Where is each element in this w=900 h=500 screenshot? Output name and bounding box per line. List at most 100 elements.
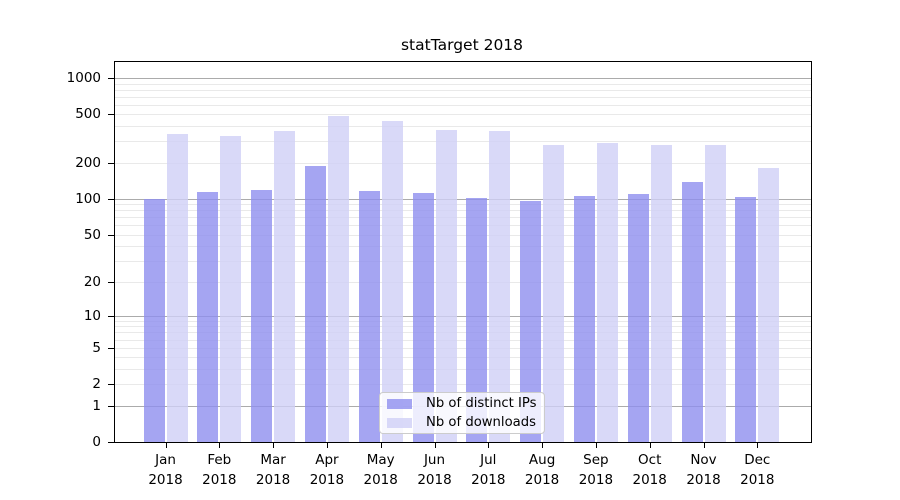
minor-gridline <box>115 141 811 143</box>
bar-nb-of-distinct-ips-jan <box>143 198 165 442</box>
y-tick <box>108 347 114 349</box>
y-tick-label: 2 <box>92 376 101 393</box>
legend-row-downloads: Nb of downloads <box>387 415 544 431</box>
x-tick <box>595 443 597 448</box>
minor-gridline <box>115 204 811 206</box>
x-tick-label-nov: Nov 2018 <box>686 452 721 488</box>
legend-label-distinct-ips: Nb of distinct IPs <box>426 395 537 411</box>
bar-nb-of-downloads-sep <box>596 143 618 442</box>
x-tick-label-sep: Sep 2018 <box>578 452 614 488</box>
y-tick <box>108 234 114 236</box>
y-tick-label: 20 <box>83 273 101 290</box>
x-tick <box>488 443 490 448</box>
bar-nb-of-distinct-ips-aug <box>520 200 542 442</box>
y-tick <box>108 405 114 407</box>
y-tick-label: 50 <box>83 226 101 243</box>
x-tick-label-mar: Mar 2018 <box>255 452 291 488</box>
x-tick <box>326 443 328 448</box>
minor-gridline <box>115 261 811 263</box>
minor-gridline <box>115 217 811 219</box>
minor-gridline <box>115 89 811 91</box>
minor-gridline <box>115 96 811 98</box>
minor-gridline <box>115 347 811 349</box>
minor-gridline <box>115 126 811 128</box>
major-gridline <box>115 78 811 79</box>
minor-gridline <box>115 234 811 236</box>
legend: Nb of distinct IPs Nb of downloads <box>379 392 545 434</box>
x-tick-label-jul: Jul 2018 <box>471 452 506 488</box>
legend-swatch-distinct-ips <box>387 398 412 409</box>
y-tick <box>108 384 114 386</box>
y-tick <box>108 281 114 283</box>
y-tick <box>108 114 114 116</box>
minor-gridline <box>115 225 811 227</box>
minor-gridline <box>115 104 811 106</box>
x-tick <box>219 443 221 448</box>
bar-nb-of-downloads-dec <box>758 168 780 442</box>
minor-gridline <box>115 162 811 164</box>
x-tick <box>434 443 436 448</box>
y-tick <box>108 442 114 443</box>
bar-nb-of-downloads-nov <box>704 144 726 442</box>
bar-nb-of-distinct-ips-oct <box>627 193 649 442</box>
chart-title: statTarget 2018 <box>400 36 524 54</box>
minor-gridline <box>115 357 811 359</box>
major-gridline <box>115 315 811 317</box>
legend-label-downloads: Nb of downloads <box>426 414 536 430</box>
bar-nb-of-distinct-ips-mar <box>251 190 273 442</box>
minor-gridline <box>115 326 811 328</box>
plot-area: 0 1 2 5 10 20 50 100 200 500 1000 Jan 2018 Feb 2018 M… <box>67 61 812 488</box>
x-tick-label-aug: Aug 2018 <box>524 452 560 488</box>
bar-nb-of-downloads-mar <box>274 131 296 442</box>
y-tick <box>108 78 114 79</box>
bar-nb-of-downloads-jan <box>166 133 188 442</box>
minor-gridline <box>115 114 811 116</box>
x-tick <box>165 443 167 448</box>
x-tick-label-jun: Jun 2018 <box>417 452 452 488</box>
x-tick-label-apr: Apr 2018 <box>309 452 345 488</box>
minor-gridline <box>115 320 811 322</box>
minor-gridline <box>115 246 811 248</box>
legend-swatch-downloads <box>387 417 412 428</box>
y-tick-label: 100 <box>75 190 101 207</box>
y-tick <box>108 162 114 164</box>
y-tick <box>108 198 114 200</box>
y-tick-label: 5 <box>92 339 101 356</box>
minor-gridline <box>115 384 811 386</box>
x-tick <box>703 443 705 448</box>
bar-nb-of-distinct-ips-feb <box>197 192 219 442</box>
minor-gridline <box>115 83 811 85</box>
x-tick <box>757 443 759 448</box>
x-tick-label-feb: Feb 2018 <box>202 452 237 488</box>
x-tick-label-oct: Oct 2018 <box>632 452 667 488</box>
minor-gridline <box>115 281 811 283</box>
bar-nb-of-distinct-ips-sep <box>573 195 595 442</box>
x-tick <box>273 443 275 448</box>
minor-gridline <box>115 369 811 370</box>
x-tick-label-dec: Dec 2018 <box>740 452 775 488</box>
y-tick-label: 1000 <box>66 70 101 86</box>
bar-nb-of-downloads-apr <box>327 116 349 442</box>
bar-nb-of-distinct-ips-may <box>358 191 380 442</box>
x-tick-label-jan: Jan 2018 <box>148 452 183 488</box>
x-tick <box>649 443 651 448</box>
bar-nb-of-downloads-jun <box>435 130 457 442</box>
x-tick <box>542 443 544 448</box>
bar-nb-of-distinct-ips-jun <box>412 192 434 442</box>
minor-gridline <box>115 332 811 334</box>
bar-nb-of-downloads-jul <box>489 130 511 442</box>
bar-nb-of-downloads-may <box>381 120 403 442</box>
x-tick <box>380 443 382 448</box>
y-tick-label: 500 <box>75 106 101 123</box>
legend-row-distinct-ips: Nb of distinct IPs <box>387 396 544 412</box>
y-tick-label: 1 <box>92 397 101 414</box>
bar-nb-of-distinct-ips-apr <box>304 166 326 442</box>
y-tick-label: 200 <box>75 154 101 171</box>
bar-nb-of-downloads-feb <box>220 135 242 442</box>
bar-nb-of-distinct-ips-jul <box>466 198 488 442</box>
minor-gridline <box>115 339 811 341</box>
x-tick-label-may: May 2018 <box>363 452 398 488</box>
bar-nb-of-downloads-aug <box>543 144 565 442</box>
y-tick-label: 0 <box>92 434 101 450</box>
